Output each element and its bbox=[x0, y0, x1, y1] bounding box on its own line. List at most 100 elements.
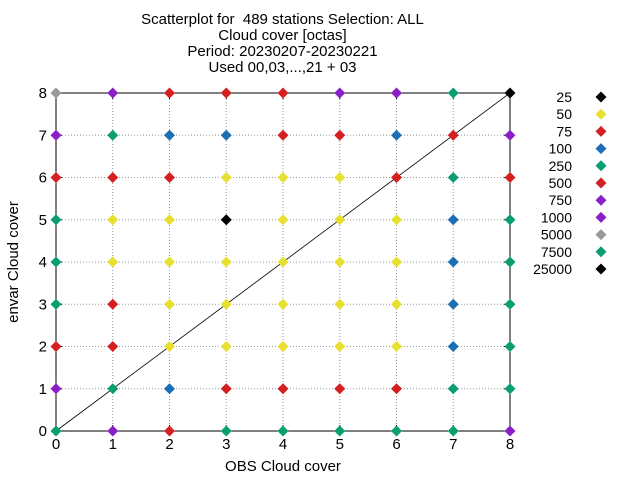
data-point bbox=[107, 87, 119, 99]
title-line-3: Period: 20230207-20230221 bbox=[187, 43, 378, 60]
data-point bbox=[447, 383, 459, 395]
x-tick-label: 5 bbox=[336, 436, 344, 453]
data-point bbox=[334, 298, 346, 310]
y-axis-label: envar Cloud cover bbox=[5, 201, 22, 323]
data-point bbox=[107, 214, 119, 226]
data-point bbox=[277, 214, 289, 226]
data-point bbox=[447, 129, 459, 141]
data-point bbox=[447, 87, 459, 99]
data-point bbox=[391, 172, 402, 183]
data-point bbox=[220, 256, 232, 268]
legend-label: 1000 bbox=[541, 209, 572, 225]
data-point bbox=[107, 383, 119, 395]
legend-label: 5000 bbox=[541, 227, 572, 243]
data-point bbox=[334, 341, 346, 352]
data-point bbox=[164, 214, 175, 226]
data-point bbox=[50, 298, 62, 310]
title-line-1: Scatterplot for 489 stations Selection: … bbox=[141, 11, 424, 28]
legend-label: 750 bbox=[549, 192, 573, 208]
data-point bbox=[334, 383, 346, 395]
data-point bbox=[220, 87, 232, 99]
data-point bbox=[447, 341, 459, 352]
data-point bbox=[447, 298, 459, 310]
data-point bbox=[164, 87, 175, 99]
data-point bbox=[220, 129, 232, 141]
legend-marker bbox=[595, 125, 607, 137]
legend-marker bbox=[595, 177, 607, 189]
data-point bbox=[504, 383, 516, 395]
x-axis-label: OBS Cloud cover bbox=[225, 458, 341, 475]
data-point bbox=[391, 256, 402, 268]
data-point bbox=[334, 172, 346, 183]
data-point bbox=[277, 87, 289, 99]
data-point bbox=[504, 425, 516, 437]
y-tick-label: 5 bbox=[39, 212, 47, 229]
x-tick-label: 7 bbox=[449, 436, 457, 453]
data-point bbox=[220, 298, 232, 310]
data-point bbox=[50, 172, 62, 183]
data-point bbox=[391, 298, 402, 310]
title-line-4: Used 00,03,...,21 + 03 bbox=[208, 59, 357, 76]
legend-label: 500 bbox=[549, 175, 573, 191]
legend-label: 25 bbox=[556, 89, 572, 105]
y-tick-label: 4 bbox=[39, 254, 47, 271]
axis-ticks: 0 1 2 3 4 5 6 7 8 0 1 2 3 4 5 6 7 8 bbox=[39, 85, 515, 453]
data-point bbox=[504, 298, 516, 310]
data-point bbox=[220, 341, 232, 352]
legend-marker bbox=[595, 160, 607, 172]
data-point bbox=[50, 129, 62, 141]
legend-marker bbox=[595, 211, 607, 223]
data-point bbox=[504, 87, 516, 99]
y-tick-label: 6 bbox=[39, 170, 47, 187]
x-tick-label: 2 bbox=[165, 436, 173, 453]
x-tick-label: 1 bbox=[109, 436, 117, 453]
y-tick-label: 8 bbox=[39, 85, 47, 102]
data-point bbox=[391, 129, 402, 141]
chart-title: Scatterplot for 489 stations Selection: … bbox=[0, 12, 565, 76]
data-point bbox=[164, 383, 175, 395]
data-point bbox=[277, 383, 289, 395]
data-point bbox=[391, 214, 402, 226]
data-point bbox=[277, 172, 289, 183]
data-point bbox=[504, 256, 516, 268]
legend-marker bbox=[595, 229, 607, 241]
data-point bbox=[164, 172, 175, 183]
data-point bbox=[220, 383, 232, 395]
y-tick-label: 7 bbox=[39, 127, 47, 144]
x-tick-label: 6 bbox=[392, 436, 400, 453]
legend-marker bbox=[595, 91, 607, 103]
y-tick-label: 3 bbox=[39, 296, 47, 313]
data-point bbox=[107, 341, 119, 352]
data-point bbox=[220, 214, 232, 226]
data-point bbox=[391, 425, 402, 437]
data-point bbox=[50, 341, 62, 352]
data-point bbox=[504, 172, 516, 183]
data-points bbox=[50, 87, 516, 437]
x-tick-label: 0 bbox=[52, 436, 60, 453]
data-point bbox=[277, 341, 289, 352]
data-point bbox=[107, 172, 119, 183]
data-point bbox=[504, 214, 516, 226]
data-point bbox=[447, 172, 459, 183]
title-line-2: Cloud cover [octas] bbox=[218, 27, 347, 44]
legend-marker bbox=[595, 194, 607, 206]
legend-label: 75 bbox=[556, 123, 572, 139]
legend-label: 250 bbox=[549, 158, 573, 174]
data-point bbox=[50, 214, 62, 226]
y-tick-label: 1 bbox=[39, 381, 47, 398]
data-point bbox=[391, 87, 402, 99]
legend-label: 100 bbox=[549, 141, 573, 157]
data-point bbox=[50, 425, 62, 437]
data-point bbox=[391, 341, 402, 352]
data-point bbox=[164, 425, 175, 437]
data-point bbox=[334, 129, 346, 141]
x-tick-label: 8 bbox=[506, 436, 514, 453]
data-point bbox=[50, 87, 62, 99]
legend-marker bbox=[595, 246, 607, 258]
legend-marker bbox=[595, 143, 607, 155]
data-point bbox=[277, 256, 289, 268]
data-point bbox=[334, 425, 346, 437]
data-point bbox=[164, 341, 175, 352]
legend-label: 50 bbox=[556, 106, 572, 122]
